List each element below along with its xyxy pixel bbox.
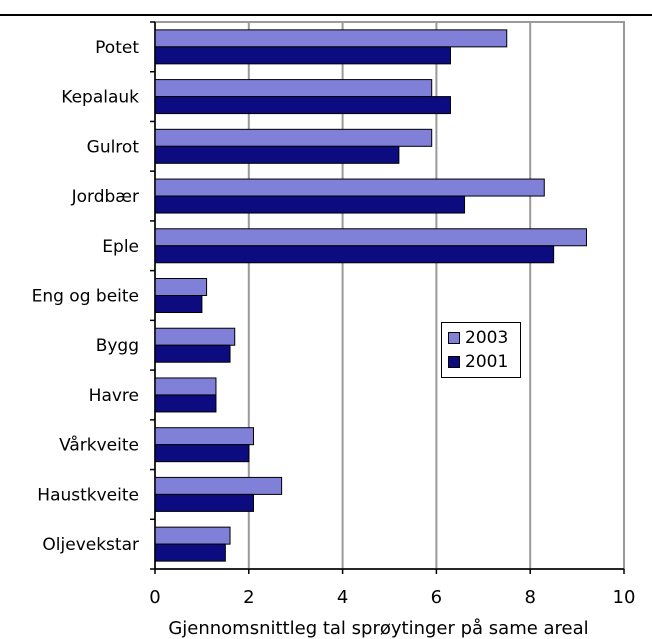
bar-2003-haustkveite	[154, 476, 283, 495]
bar-2003-jordbær	[154, 178, 545, 197]
category-label: Jordbær	[71, 187, 139, 207]
bar-2001-bygg	[154, 344, 231, 363]
legend-swatch-2003	[448, 332, 460, 344]
x-tick-label: 6	[431, 587, 442, 608]
category-label: Vårkveite	[59, 435, 139, 456]
x-tick-label: 8	[524, 587, 535, 608]
x-tick-label: 4	[337, 587, 348, 608]
bar-2003-potet	[154, 29, 508, 48]
category-label: Haustkveite	[37, 485, 139, 505]
bar-2001-gulrot	[154, 145, 400, 164]
category-label: Bygg	[96, 336, 139, 356]
legend-swatch-2001	[448, 356, 460, 368]
category-label: Eple	[102, 237, 139, 257]
top-rule	[0, 14, 652, 16]
category-label: Kepalauk	[61, 88, 139, 108]
bar-2003-gulrot	[154, 128, 433, 147]
bar-2003-oljevekstar	[154, 526, 231, 545]
x-tick-label: 0	[149, 587, 160, 608]
legend: 2003 2001	[441, 322, 521, 378]
category-label: Havre	[89, 386, 139, 406]
legend-label-2001: 2001	[465, 352, 509, 372]
bar-2001-eple	[154, 245, 555, 264]
category-label: Oljevekstar	[42, 535, 139, 555]
legend-label-2003: 2003	[465, 328, 509, 348]
x-axis-title: Gjennomsnittleg tal sprøytinger på same …	[168, 618, 588, 639]
bar-2001-havre	[154, 394, 217, 413]
category-label: Eng og beite	[32, 287, 139, 307]
bar-2003-eng-og-beite	[154, 278, 208, 296]
bar-2001-haustkveite	[154, 493, 254, 512]
category-label: Gulrot	[87, 137, 140, 157]
bar-2001-oljevekstar	[154, 543, 226, 562]
bar-2003-havre	[154, 377, 217, 396]
bar-2001-eng-og-beite	[154, 295, 203, 313]
bar-2003-eple	[154, 228, 587, 247]
category-label: Potet	[95, 38, 139, 58]
bar-2001-jordbær	[154, 195, 466, 214]
bar-2001-vårkveite	[154, 444, 250, 463]
bar-2003-kepalauk	[154, 79, 433, 98]
bar-2001-potet	[154, 46, 451, 65]
bar-2003-bygg	[154, 327, 236, 346]
bar-2003-vårkveite	[154, 427, 254, 446]
x-tick-label: 10	[613, 587, 636, 608]
x-tick-label: 2	[243, 587, 254, 608]
bar-2001-kepalauk	[154, 96, 451, 115]
